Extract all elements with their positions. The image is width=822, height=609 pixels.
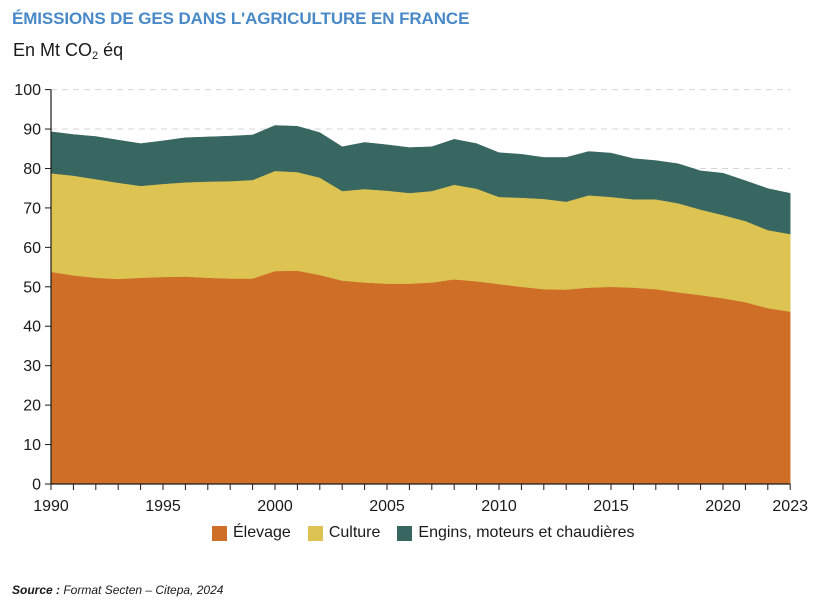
x-tick-label-2015: 2015 <box>593 498 629 515</box>
x-axis-ticks: 1990 1995 2000 2005 2010 2015 2020 2023 <box>33 484 808 515</box>
x-tick-label-2023: 2023 <box>772 498 808 515</box>
y-tick-label-70: 70 <box>23 200 41 217</box>
legend-swatch-engins <box>397 525 413 541</box>
y-tick-label-80: 80 <box>23 161 41 178</box>
legend-item-culture: Culture <box>307 524 381 542</box>
unit-subscript: 2 <box>92 50 99 62</box>
y-tick-label-60: 60 <box>23 240 41 257</box>
y-axis-unit-label: En Mt CO2 éq <box>13 40 123 62</box>
stacked-area-chart: 0 10 20 30 40 50 60 70 80 90 100 1990 1995 2000 2005 2… <box>14 82 808 515</box>
area-elevage <box>50 270 791 485</box>
y-tick-label-40: 40 <box>23 319 41 336</box>
legend-label-culture: Culture <box>328 524 381 541</box>
x-tick-label-2010: 2010 <box>481 498 517 515</box>
areas <box>50 125 791 485</box>
unit-prefix: En Mt CO <box>13 40 93 60</box>
area-engins <box>50 125 791 235</box>
y-tick-label-90: 90 <box>23 122 41 139</box>
x-tick-label-2000: 2000 <box>257 498 293 515</box>
x-tick-label-1990: 1990 <box>33 498 69 515</box>
unit-suffix: éq <box>98 40 124 60</box>
source-text: Format Secten – Citepa, 2024 <box>60 583 224 597</box>
y-tick-label-10: 10 <box>23 437 41 454</box>
legend-swatch-elevage <box>212 525 227 541</box>
legend: Élevage Culture Engins, moteurs et chaud… <box>212 524 652 542</box>
y-tick-label-30: 30 <box>23 358 41 375</box>
y-tick-label-50: 50 <box>23 279 41 296</box>
legend-item-engins: Engins, moteurs et chaudières <box>397 524 635 542</box>
legend-swatch-culture <box>307 525 323 541</box>
legend-item-elevage: Élevage <box>212 524 291 542</box>
y-tick-label-100: 100 <box>14 82 41 99</box>
chart-title: ÉMISSIONS DE GES DANS L'AGRICULTURE EN F… <box>12 9 470 28</box>
source-note: Source : Format Secten – Citepa, 2024 <box>12 583 223 597</box>
x-tick-label-1995: 1995 <box>145 498 181 515</box>
y-tick-label-0: 0 <box>32 477 41 494</box>
legend-label-elevage: Élevage <box>233 524 291 541</box>
x-tick-label-2005: 2005 <box>369 498 405 515</box>
x-tick-label-2020: 2020 <box>705 498 741 515</box>
y-axis-ticks: 0 10 20 30 40 50 60 70 80 90 100 <box>14 82 51 494</box>
source-label: Source : <box>12 583 61 597</box>
legend-label-engins: Engins, moteurs et chaudières <box>418 524 635 541</box>
y-tick-label-20: 20 <box>23 398 41 415</box>
